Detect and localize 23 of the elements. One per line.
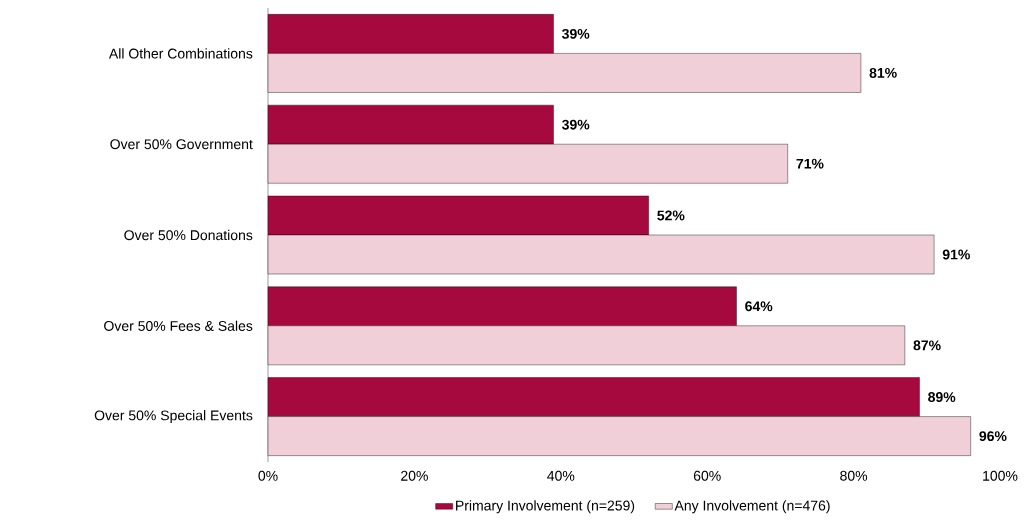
data-label: 52% bbox=[657, 210, 685, 221]
data-label: 91% bbox=[942, 249, 970, 260]
data-label: 64% bbox=[745, 301, 773, 312]
data-label: 96% bbox=[979, 431, 1007, 442]
data-label: 81% bbox=[869, 67, 897, 78]
data-label: 89% bbox=[928, 392, 956, 403]
data-label: 87% bbox=[913, 340, 941, 351]
legend-label: Any Involvement (n=476) bbox=[674, 500, 830, 514]
x-tick-label: 100% bbox=[983, 470, 1018, 481]
y-tick-label: Over 50% Special Events bbox=[94, 410, 253, 424]
x-tick-label: 40% bbox=[547, 470, 575, 481]
y-tick-label: All Other Combinations bbox=[108, 48, 253, 59]
x-tick-label: 0% bbox=[258, 470, 278, 481]
data-label: 39% bbox=[562, 28, 590, 39]
legend-label: Primary Involvement (n=259) bbox=[456, 500, 635, 514]
y-tick-label: Over 50% Government bbox=[110, 139, 253, 150]
x-tick-label: 20% bbox=[401, 470, 428, 481]
x-tick-label: 60% bbox=[693, 470, 721, 481]
x-tick-label: 80% bbox=[840, 470, 868, 481]
y-tick-label: Over 50% Fees & Sales bbox=[104, 320, 253, 331]
y-tick-label: Over 50% Donations bbox=[124, 229, 253, 241]
data-label: 71% bbox=[796, 158, 824, 169]
data-label: 39% bbox=[562, 119, 590, 130]
